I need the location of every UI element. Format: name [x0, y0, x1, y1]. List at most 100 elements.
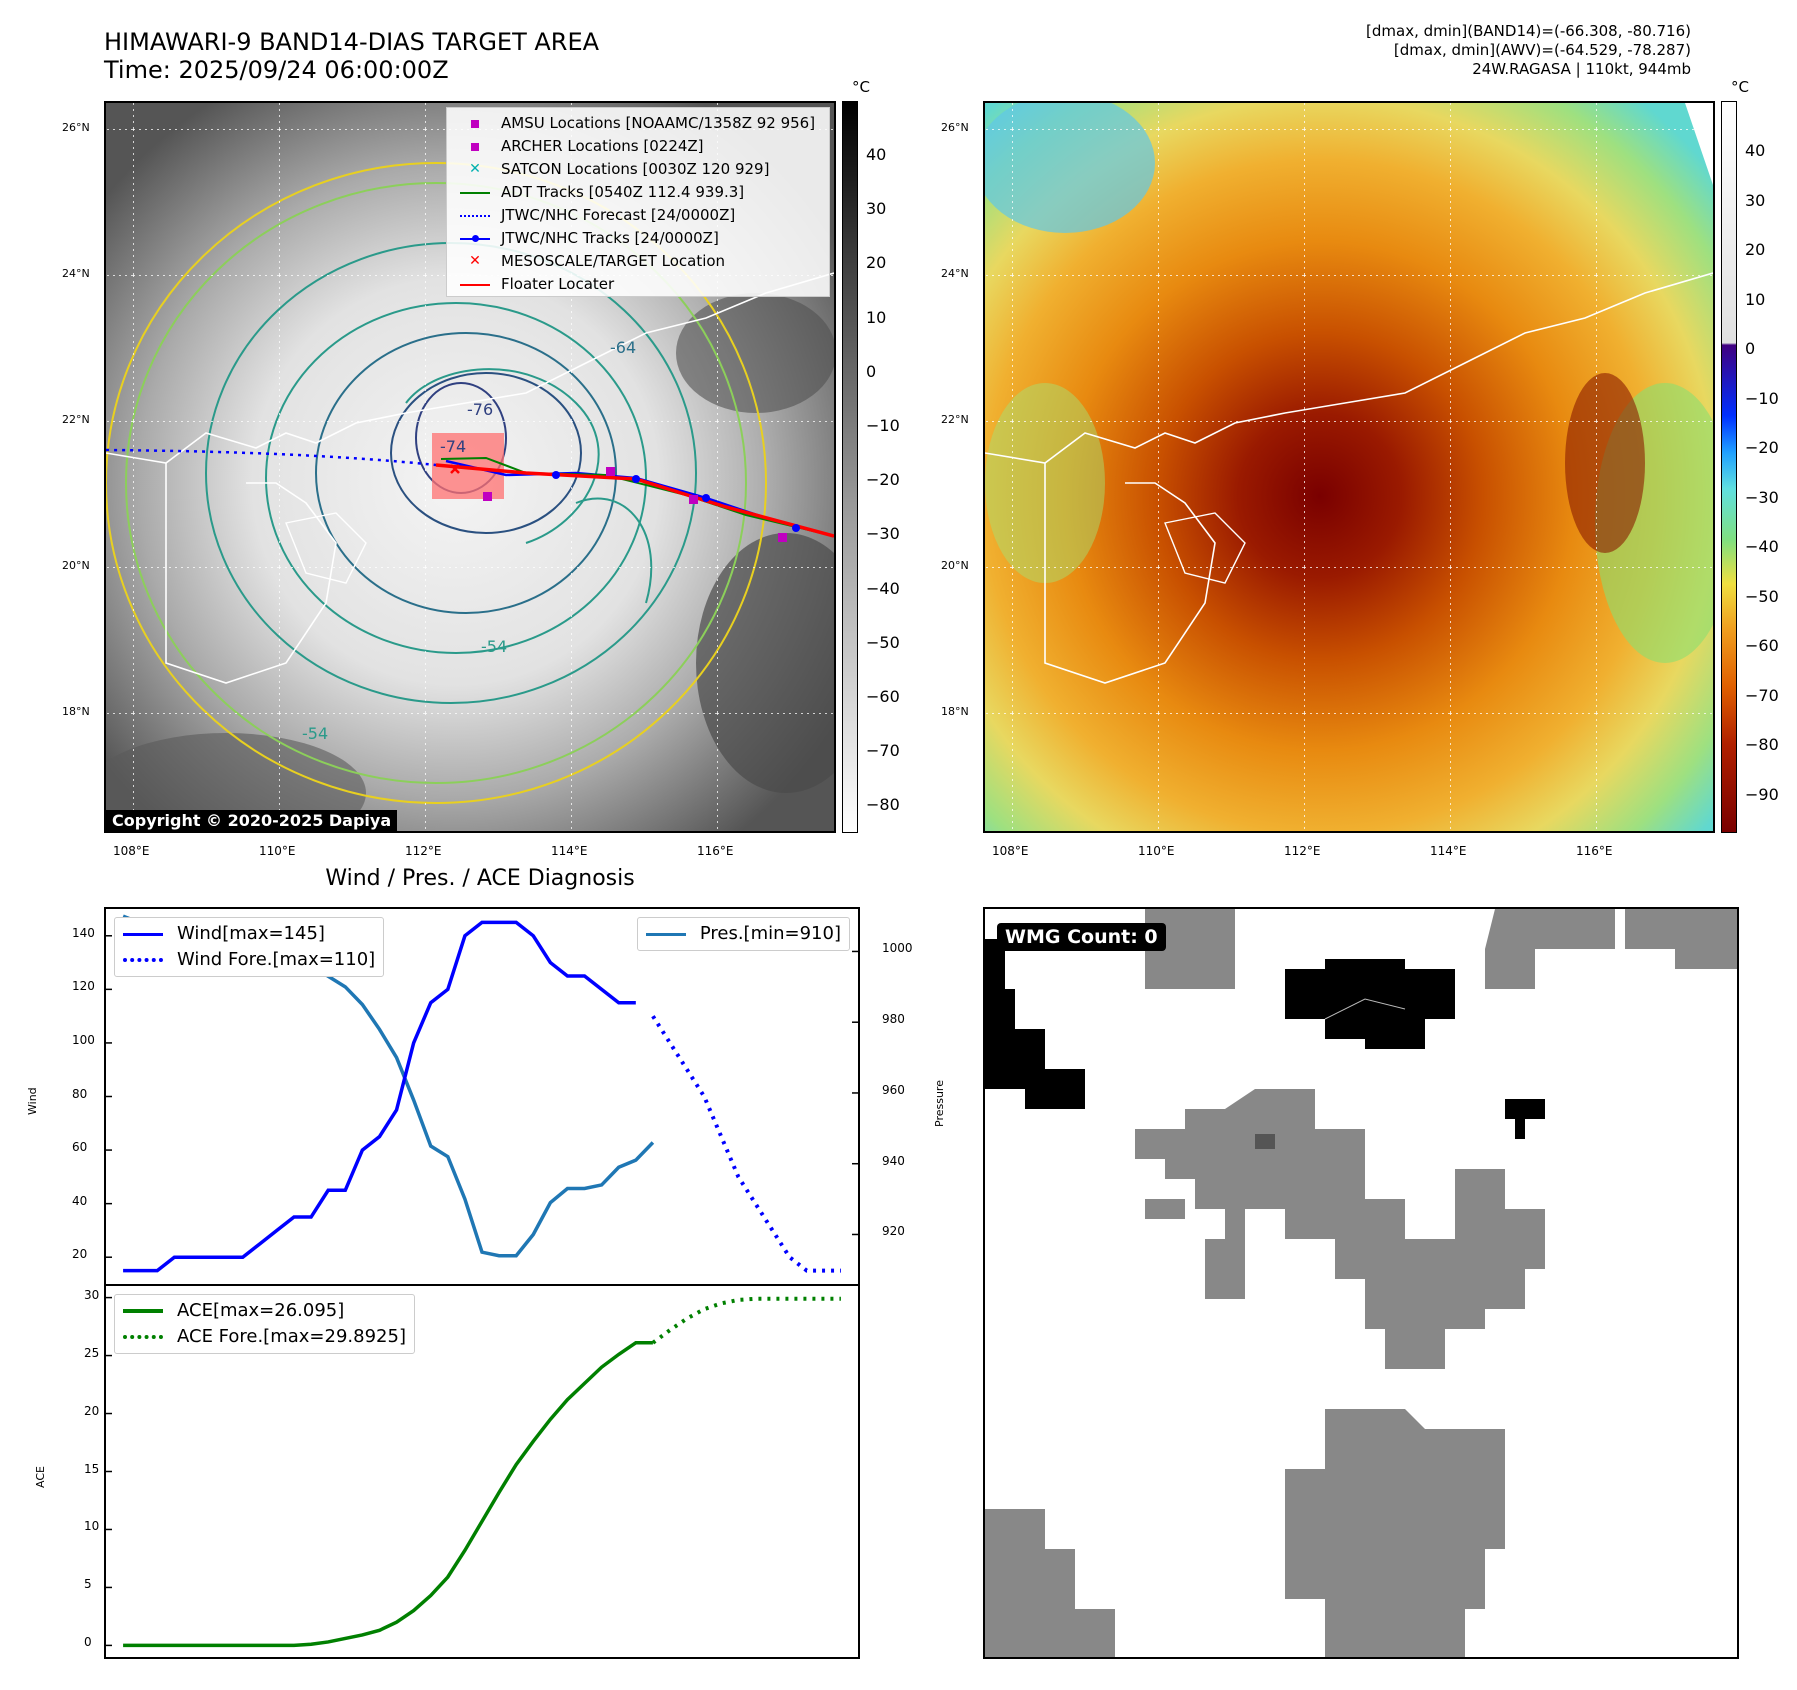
colorbar-tick: −90 — [1745, 784, 1779, 804]
wind-line — [123, 920, 636, 1273]
legend-entry: Floater Locater — [455, 273, 821, 296]
lat-label: 20°N — [941, 559, 969, 572]
line-icon — [123, 1309, 163, 1313]
colorbar-tick: −50 — [1745, 586, 1779, 606]
x-icon: ✕ — [469, 161, 481, 177]
legend-entry: JTWC/NHC Tracks [24/0000Z] — [455, 227, 821, 250]
lon-label: 108°E — [113, 844, 150, 858]
ace-legend: ACE[max=26.095] ACE Fore.[max=29.8925] — [114, 1294, 415, 1354]
lat-label: 18°N — [62, 705, 90, 718]
colorbar-tick: 0 — [866, 361, 877, 381]
colorbar-tick: −60 — [866, 687, 900, 706]
map-legend: AMSU Locations [NOAAMC/1358Z 92 956] ARC… — [446, 107, 830, 297]
axis-tick-label: 25 — [84, 1345, 100, 1360]
diag-title: Wind / Pres. / ACE Diagnosis — [325, 866, 635, 891]
title-line-1: HIMAWARI-9 BAND14-DIAS TARGET AREA — [104, 28, 600, 56]
colorbar-unit: °C — [852, 78, 870, 96]
meta-line-3: 24W.RAGASA | 110kt, 944mb — [1472, 60, 1691, 78]
lon-label: 116°E — [1576, 844, 1613, 858]
colorbar-tick: −10 — [1745, 388, 1779, 408]
colorbar-tick: 30 — [1745, 190, 1766, 210]
square-icon — [471, 142, 479, 151]
lat-label: 22°N — [62, 413, 90, 426]
axis-tick-label: 40 — [72, 1193, 88, 1208]
colorbar-tick: 10 — [866, 307, 887, 327]
legend-entry: Wind[max=145] — [123, 921, 375, 947]
color-map-image — [985, 103, 1713, 831]
axis-tick-label: 5 — [84, 1577, 92, 1592]
axis-tick-label: 0 — [84, 1635, 92, 1650]
axis-tick-label: 100 — [72, 1032, 95, 1047]
axis-tick-label: 940 — [882, 1153, 905, 1168]
lon-label: 112°E — [1284, 844, 1321, 858]
colorbar-tick: 30 — [866, 199, 887, 219]
ace-line — [123, 1341, 653, 1648]
colorbar-tick: −10 — [866, 416, 900, 435]
colorbar-tick: −60 — [1745, 636, 1779, 655]
lat-label: 26°N — [62, 121, 90, 134]
dotted-line-icon — [123, 1335, 163, 1339]
axis-tick-label: 20 — [84, 1403, 100, 1418]
lon-label: 110°E — [1138, 844, 1175, 858]
lon-label: 112°E — [405, 844, 442, 858]
axis-tick-label: 920 — [882, 1224, 905, 1239]
dotted-line-icon — [123, 958, 163, 962]
x-icon: ✕ — [469, 253, 481, 269]
axis-tick-label: 140 — [72, 925, 95, 940]
color-map-panel — [983, 101, 1715, 833]
lon-label: 110°E — [259, 844, 296, 858]
legend-entry: ARCHER Locations [0224Z] — [455, 135, 821, 158]
axis-tick-label: 980 — [882, 1012, 905, 1027]
lon-label: 114°E — [551, 844, 588, 858]
axis-tick-label: 960 — [882, 1082, 905, 1097]
axis-tick-label: 1000 — [882, 941, 913, 956]
figure-title: HIMAWARI-9 BAND14-DIAS TARGET AREA Time:… — [104, 28, 599, 84]
colorbar-tick: 20 — [866, 253, 887, 273]
colorbar-tick: −80 — [866, 795, 900, 815]
meta-line-2: [dmax, dmin](AWV)=(-64.529, -78.287) — [1393, 41, 1691, 59]
legend-entry: Pres.[min=910] — [645, 921, 841, 947]
colorbar-tick: 40 — [1745, 141, 1766, 160]
legend-entry: ADT Tracks [0540Z 112.4 939.3] — [455, 181, 821, 204]
wmg-panel: WMG Count: 0 — [983, 907, 1739, 1659]
line-icon — [123, 932, 163, 936]
colorbar-tick: −70 — [1745, 685, 1779, 705]
lon-label: 108°E — [992, 844, 1029, 858]
colorbar-tick: −40 — [866, 578, 900, 598]
lat-label: 20°N — [62, 559, 90, 572]
contour-label: -54 — [302, 724, 329, 743]
line-dot-icon — [460, 234, 490, 242]
legend-entry: AMSU Locations [NOAAMC/1358Z 92 956] — [455, 112, 821, 135]
ace-svg — [106, 1296, 841, 1648]
colorbar-tick: −70 — [866, 741, 900, 761]
legend-entry: Wind Fore.[max=110] — [123, 947, 375, 973]
axis-tick-label: 120 — [72, 979, 95, 994]
color-colorbar — [1721, 101, 1737, 833]
line-icon — [645, 932, 686, 936]
axis-tick-label: 15 — [84, 1461, 100, 1476]
colorbar-tick: 0 — [1745, 339, 1756, 358]
lat-label: 24°N — [941, 267, 969, 280]
gray-colorbar — [842, 101, 858, 833]
colorbar-tick: −30 — [1745, 487, 1779, 507]
lat-label: 22°N — [941, 413, 969, 426]
colorbar-unit: °C — [1731, 78, 1749, 96]
square-icon — [471, 119, 479, 128]
wmg-image — [985, 909, 1737, 1657]
colorbar-tick: 10 — [1745, 289, 1766, 309]
legend-entry: ACE Fore.[max=29.8925] — [123, 1324, 406, 1350]
wmg-count-badge: WMG Count: 0 — [997, 923, 1166, 951]
title-line-2: Time: 2025/09/24 06:00:00Z — [104, 56, 449, 84]
pres-axis-label: Pressure — [933, 1080, 946, 1127]
wind-pres-plot: Wind[max=145] Wind Fore.[max=110] Pres.[… — [104, 907, 860, 1286]
colorbar-tick: −20 — [866, 470, 900, 490]
colorbar-tick: −20 — [1745, 438, 1779, 457]
contour-label: -76 — [467, 400, 494, 419]
wind-legend: Wind[max=145] Wind Fore.[max=110] — [114, 917, 385, 977]
ace-plot: ACE[max=26.095] ACE Fore.[max=29.8925] — [104, 1284, 860, 1659]
colorbar-tick: −50 — [866, 632, 900, 652]
colorbar-tick: −30 — [866, 524, 900, 544]
dotted-line-icon — [460, 214, 490, 217]
pres-legend: Pres.[min=910] — [636, 917, 850, 951]
legend-entry: ACE[max=26.095] — [123, 1298, 406, 1324]
